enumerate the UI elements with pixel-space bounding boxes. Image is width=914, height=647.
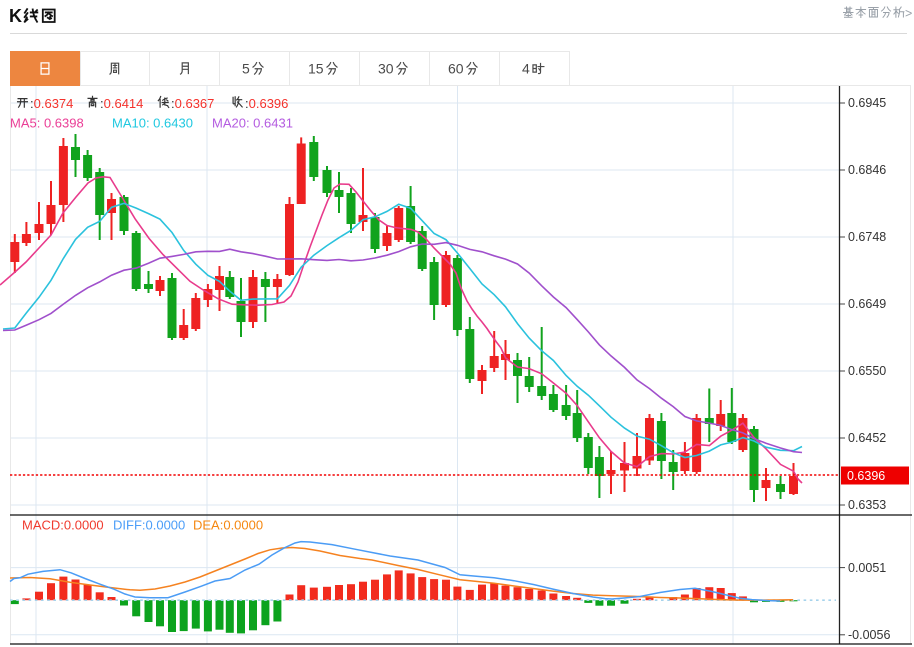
svg-text::0.6367: :0.6367 — [171, 96, 214, 111]
svg-text:K: K — [9, 6, 22, 26]
svg-text:-0.0056: -0.0056 — [848, 628, 890, 642]
svg-text:0.6550: 0.6550 — [848, 364, 886, 378]
svg-text:4: 4 — [522, 61, 530, 77]
svg-text::0.6414: :0.6414 — [100, 96, 143, 111]
svg-text:>: > — [905, 7, 912, 21]
svg-text:0.6353: 0.6353 — [848, 498, 886, 512]
svg-text:0.6846: 0.6846 — [848, 163, 886, 177]
svg-text:0.0051: 0.0051 — [848, 561, 886, 575]
svg-text:MACD:0.0000: MACD:0.0000 — [22, 518, 104, 533]
svg-text:0.6649: 0.6649 — [848, 297, 886, 311]
svg-text:5: 5 — [242, 61, 250, 77]
svg-text:MA10: 0.6430: MA10: 0.6430 — [112, 116, 193, 131]
svg-text:0.6452: 0.6452 — [848, 431, 886, 445]
svg-text:MA5: 0.6398: MA5: 0.6398 — [10, 116, 84, 131]
svg-text:DEA:0.0000: DEA:0.0000 — [193, 518, 263, 533]
svg-text::0.6396: :0.6396 — [245, 96, 288, 111]
svg-text:0.6945: 0.6945 — [848, 96, 886, 110]
svg-text::0.6374: :0.6374 — [30, 96, 73, 111]
svg-text:15: 15 — [308, 61, 324, 77]
svg-text:60: 60 — [448, 61, 464, 77]
svg-text:30: 30 — [378, 61, 394, 77]
svg-text:MA20: 0.6431: MA20: 0.6431 — [212, 116, 293, 131]
svg-text:0.6748: 0.6748 — [848, 230, 886, 244]
svg-text:DIFF:0.0000: DIFF:0.0000 — [113, 518, 185, 533]
svg-text:0.6396: 0.6396 — [847, 469, 885, 483]
